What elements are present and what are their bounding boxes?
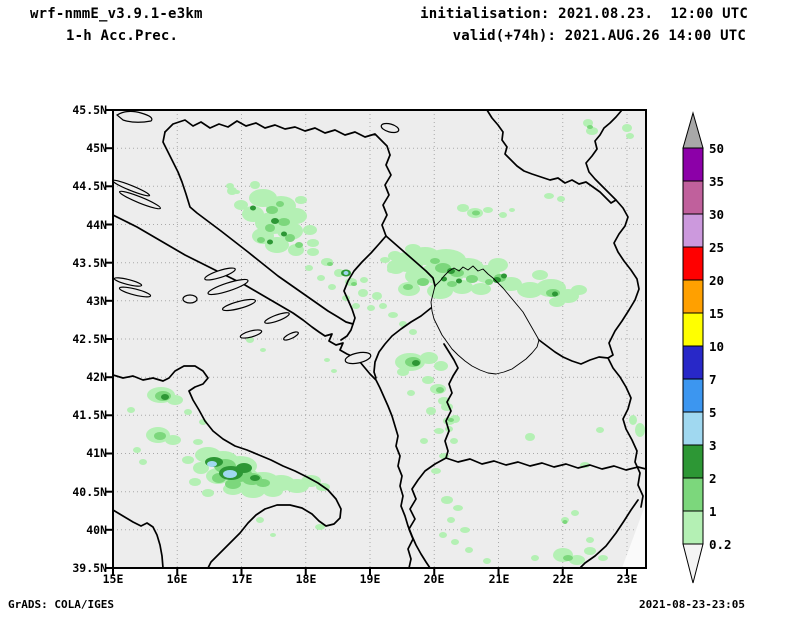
legend-label: 2 [709,471,717,486]
legend-label: 10 [709,339,725,354]
lat-tick-label: 40N [86,523,107,537]
precip-core-areas [207,271,349,478]
lon-tick-label: 15E [102,572,124,586]
country-borders [113,110,646,568]
colorbar-segment [682,147,704,182]
axis-ticks [105,109,628,576]
lon-tick-label: 23E [616,572,638,586]
island [239,329,263,339]
island [182,294,198,304]
legend-label: 25 [709,240,725,255]
colorbar-segment [682,246,704,281]
island-nw [115,110,153,123]
lat-tick-label: 43N [86,294,107,308]
colorbar-segment [682,180,704,215]
border-sava [164,119,391,156]
lat-tick-label: 39.5N [72,561,107,575]
map-background [113,110,646,568]
coastline-aegean [579,499,639,568]
colorbar-under-arrow [682,543,704,584]
legend-label: 15 [709,306,725,321]
colorbar-segment [682,477,704,512]
coastline-italy-adriatic [113,365,342,568]
colorbar-segment [682,444,704,479]
lat-tick-label: 45N [86,141,107,155]
border-bosnia-west [162,131,354,341]
island [264,312,290,324]
border-albania-greece [407,457,447,568]
lon-tick-label: 18E [295,572,317,586]
border-serbia-macedonia [538,339,609,365]
island [113,277,143,287]
colorbar [682,111,704,584]
model-title: wrf-nmmE_v3.9.1-e3km [30,6,203,22]
lat-tick-label: 42N [86,370,107,384]
lat-tick-label: 41N [86,446,107,460]
border-bosnia-montenegro [343,235,387,325]
border-macedonia-greece [445,457,646,471]
plot-timestamp: 2021-08-23-23:05 [639,598,745,611]
island [207,278,249,296]
lat-tick-label: 41.5N [72,408,107,422]
border-serbia-montenegro [385,235,436,287]
legend-label: 20 [709,273,725,288]
lat-tick-label: 42.5N [72,332,107,346]
island [118,190,162,210]
island [118,286,152,298]
legend-label: 3 [709,438,717,453]
lon-tick-label: 21E [488,572,510,586]
lon-tick-label: 19E [359,572,381,586]
lat-tick-label: 45.5N [72,103,107,117]
legend-label: 30 [709,207,725,222]
domain-edge-mask [622,503,646,568]
grid-lines [113,110,646,568]
lake-near-belgrade [380,122,400,134]
border-albania-macedonia [443,343,459,459]
lat-tick-label: 44N [86,218,107,232]
border-kosovo [430,265,540,375]
colorbar-over-arrow [682,111,704,149]
grads-credit: GrADS: COLA/IGES [8,598,114,611]
coastline-italy-west [113,509,164,568]
lat-tick-label: 44.5N [72,179,107,193]
legend-label: 0.2 [709,537,732,552]
coastline-adriatic-east [113,214,431,568]
border-drina [381,154,392,237]
island [283,331,299,341]
lon-tick-label: 20E [423,572,445,586]
valid-label: valid(+74h): 2021.AUG.26 14:00 UTC [452,28,746,44]
lon-tick-label: 17E [231,572,253,586]
colorbar-segment [682,510,704,545]
colorbar-segment [682,312,704,347]
island [113,179,151,197]
border-serbia-east [585,110,644,508]
colorbar-segment [682,411,704,446]
product-title: 1-h Acc.Prec. [66,28,179,44]
legend-label: 1 [709,504,717,519]
lat-tick-label: 40.5N [72,485,107,499]
lon-tick-label: 16E [166,572,188,586]
colorbar-segment [682,279,704,314]
colorbar-segment [682,378,704,413]
border-danube [486,110,617,204]
legend-label: 35 [709,174,725,189]
colorbar-segment [682,345,704,380]
border-montenegro-albania [373,307,432,379]
legend-label: 5 [709,405,717,420]
island [221,298,257,312]
lake-skadar [344,351,372,365]
legend-label: 50 [709,141,725,156]
init-label: initialisation: 2021.08.23. 12:00 UTC [420,6,748,22]
colorbar-segment [682,213,704,248]
legend-label: 7 [709,372,717,387]
map-plot-area [105,109,647,576]
lat-tick-label: 43.5N [72,256,107,270]
lon-tick-label: 22E [552,572,574,586]
island [204,267,236,281]
